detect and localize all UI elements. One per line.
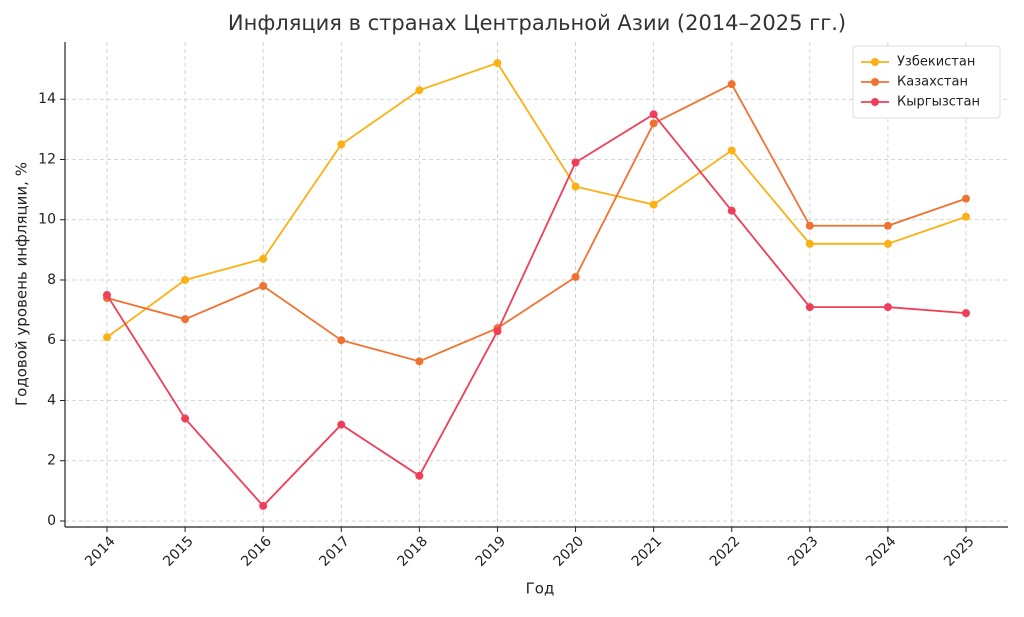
data-point	[181, 275, 190, 284]
data-point	[727, 146, 736, 155]
data-point	[649, 110, 658, 119]
data-point	[727, 80, 736, 89]
data-point	[883, 239, 892, 248]
data-point	[805, 239, 814, 248]
x-axis-label: Год	[526, 580, 555, 598]
y-tick-label: 0	[47, 513, 56, 529]
x-tick-label: 2018	[395, 533, 432, 570]
data-point	[805, 303, 814, 312]
x-tick-label: 2020	[551, 533, 588, 570]
data-point	[259, 282, 268, 291]
y-tick-label: 4	[47, 392, 56, 408]
data-point	[103, 333, 111, 342]
y-tick-label: 8	[47, 272, 56, 288]
legend-marker	[871, 58, 879, 66]
x-tick-label: 2014	[82, 533, 119, 570]
data-point	[727, 206, 736, 215]
data-point	[962, 194, 970, 203]
legend-marker	[871, 78, 879, 86]
legend-marker	[871, 98, 879, 106]
x-tick-label: 2025	[941, 533, 978, 570]
data-point	[259, 501, 268, 510]
legend-label: Казахстан	[897, 75, 968, 90]
y-tick-label: 10	[38, 212, 56, 228]
data-point	[181, 315, 190, 324]
data-point	[337, 140, 346, 149]
data-point	[337, 420, 346, 429]
legend-label: Узбекистан	[897, 55, 975, 70]
data-point	[962, 309, 970, 318]
x-tick-label: 2023	[785, 533, 822, 570]
legend: Узбекистан Казахстан Кыргызстан	[852, 45, 1001, 119]
data-point	[493, 327, 502, 336]
y-axis-label: Годовой уровень инфляции, %	[13, 162, 31, 406]
x-tick-label: 2022	[707, 533, 744, 570]
series-line	[106, 82, 967, 363]
chart-title: Инфляция в странах Центральной Азии (201…	[228, 11, 846, 35]
legend-box	[852, 45, 1001, 119]
data-point	[962, 212, 970, 221]
data-point	[493, 59, 502, 68]
data-point	[571, 182, 580, 191]
series-line	[106, 113, 967, 508]
x-tick-label: 2024	[863, 533, 900, 570]
y-tick-label: 2	[47, 453, 56, 469]
data-point	[415, 471, 424, 480]
x-tick-label: 2021	[629, 533, 666, 570]
y-tick-label: 12	[38, 151, 56, 167]
data-point	[103, 291, 111, 300]
x-tick-label: 2016	[238, 533, 275, 570]
legend-label: Кыргызстан	[897, 95, 980, 110]
series-line	[106, 62, 967, 338]
x-tick-label: 2019	[473, 533, 510, 570]
y-tick-label: 14	[38, 91, 56, 107]
data-point	[415, 357, 424, 366]
data-point	[571, 158, 580, 167]
x-tick-label: 2015	[160, 533, 197, 570]
data-point	[649, 119, 658, 128]
x-tick-label: 2017	[316, 533, 353, 570]
data-point	[337, 336, 346, 345]
data-point	[259, 254, 268, 263]
data-point	[805, 221, 814, 230]
data-point	[181, 414, 190, 423]
y-tick-label: 6	[47, 332, 56, 348]
data-point	[571, 272, 580, 281]
data-point	[883, 303, 892, 312]
data-point	[649, 200, 658, 209]
data-point	[415, 86, 424, 95]
data-point	[883, 221, 892, 230]
